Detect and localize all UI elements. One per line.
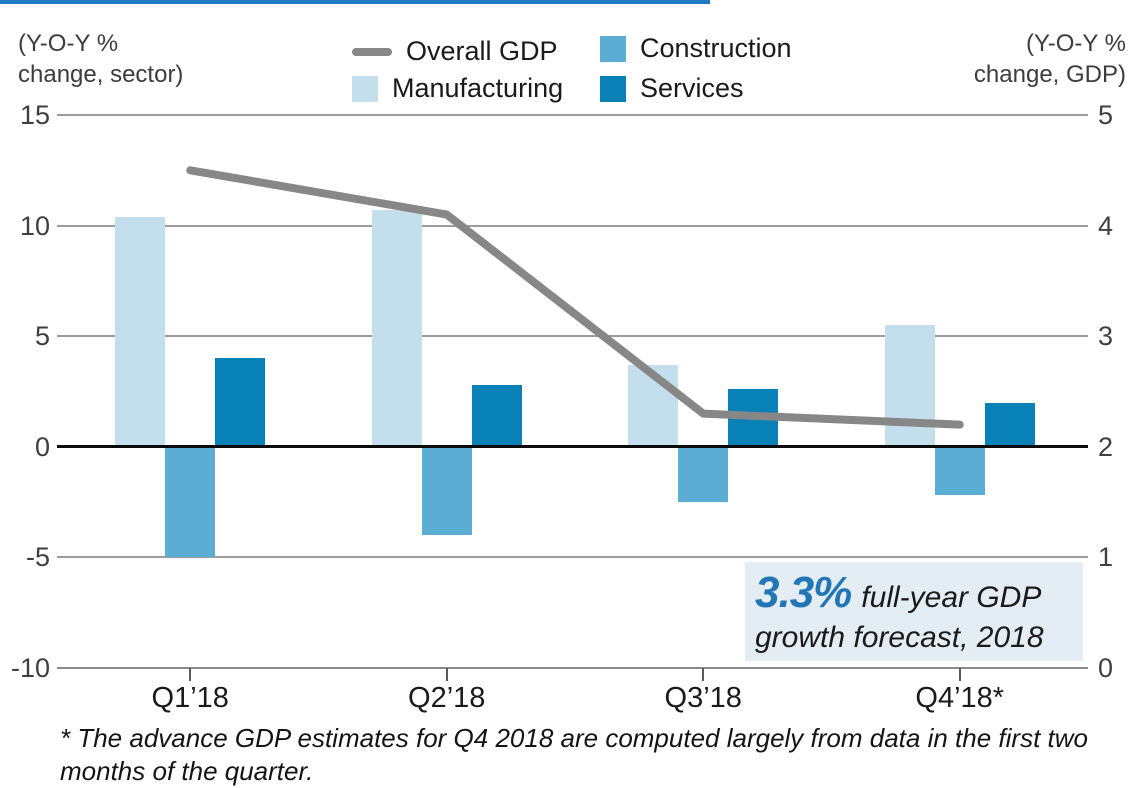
right-axis-note-line2: change, GDP): [973, 61, 1126, 88]
bar-construction-2: [421, 446, 472, 536]
y-axis-right-tick-label: 5: [1098, 100, 1114, 130]
annotation-forecast-value: 3.3%: [755, 568, 852, 617]
x-axis-label-1: Q1’18: [151, 682, 229, 714]
bar-manufacturing-4: [884, 325, 935, 447]
legend-item-manufacturing: Manufacturing: [352, 73, 563, 104]
x-axis-label-4: Q4’18*: [915, 682, 1005, 714]
y-axis-left-tick-label: 0: [34, 431, 50, 462]
x-axis-tick: [445, 668, 448, 681]
legend-label-construction: Construction: [640, 33, 792, 63]
y-axis-left-tick-label: -5: [25, 542, 50, 573]
legend-item-construction: Construction: [600, 33, 792, 64]
overall-gdp-line-swatch-icon: [352, 47, 392, 56]
footnote: * The advance GDP estimates for Q4 2018 …: [60, 722, 1100, 788]
legend-label-services: Services: [640, 73, 744, 103]
top-accent-rule: [0, 0, 710, 4]
bar-manufacturing-3: [628, 364, 679, 447]
services-swatch-icon: [600, 75, 626, 102]
gridline: [57, 667, 1088, 669]
x-axis-label-2: Q2’18: [408, 682, 486, 714]
legend-item-services: Services: [600, 73, 744, 104]
gridline: [57, 224, 1088, 227]
y-axis-left-tick-label: 5: [34, 321, 50, 352]
footnote-line1: * The advance GDP estimates for Q4 2018 …: [60, 723, 1088, 753]
bar-services-3: [728, 389, 779, 447]
y-axis-left-tick-label: -10: [10, 653, 50, 683]
y-axis-right-tick-label: 1: [1098, 542, 1114, 573]
annotation-text-line2: growth forecast, 2018: [755, 621, 1044, 654]
manufacturing-swatch-icon: [352, 75, 378, 102]
bar-construction-1: [165, 446, 216, 558]
gridline: [57, 114, 1088, 116]
zero-baseline: [57, 445, 1088, 449]
x-axis-tick: [189, 668, 192, 681]
left-axis-note: (Y-O-Y % change, sector): [18, 28, 183, 90]
right-axis-note: (Y-O-Y % change, GDP): [974, 28, 1126, 90]
left-axis-note-line2: change, sector): [18, 61, 184, 88]
annotation-text-line1: full-year GDP: [861, 581, 1042, 614]
y-axis-right-tick-label: 4: [1098, 210, 1114, 241]
construction-swatch-icon: [600, 35, 626, 62]
y-axis-right-tick-label: 2: [1098, 431, 1114, 462]
x-axis-tick: [958, 668, 961, 681]
bar-services-4: [984, 402, 1035, 447]
right-axis-note-line1: (Y-O-Y %: [1025, 30, 1126, 57]
y-axis-left-tick-label: 10: [19, 210, 50, 241]
bar-manufacturing-2: [371, 210, 422, 447]
bar-services-2: [471, 384, 522, 447]
y-axis-right-tick-label: 0: [1098, 653, 1114, 683]
x-axis-label-3: Q3’18: [664, 682, 742, 714]
legend-label-overall-gdp: Overall GDP: [406, 36, 558, 66]
bar-construction-3: [678, 446, 729, 503]
y-axis-right-tick-label: 3: [1098, 321, 1114, 352]
legend-label-manufacturing: Manufacturing: [392, 73, 564, 103]
legend-item-overall-gdp: Overall GDP: [352, 36, 558, 67]
x-axis-tick: [702, 668, 705, 681]
bar-manufacturing-1: [115, 216, 166, 447]
bar-services-1: [215, 358, 266, 447]
y-axis-left-tick-label: 15: [19, 100, 50, 130]
left-axis-note-line1: (Y-O-Y %: [18, 30, 119, 57]
bar-construction-4: [934, 446, 985, 496]
gridline: [57, 556, 1088, 559]
annotation-box: 3.3% full-year GDP growth forecast, 2018: [745, 562, 1083, 661]
